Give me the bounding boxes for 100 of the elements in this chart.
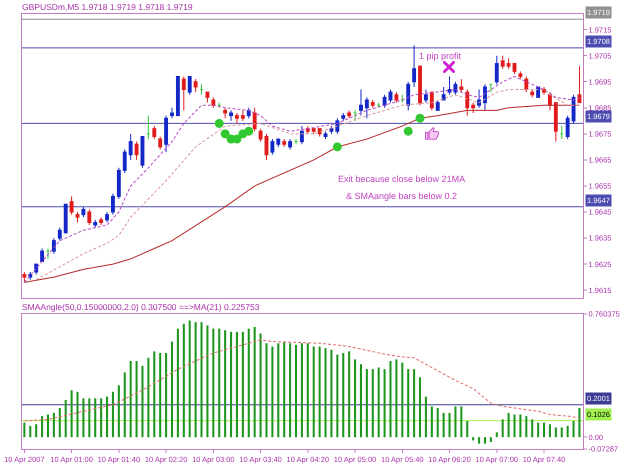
bar [430, 406, 433, 438]
bar [466, 420, 468, 438]
bar [29, 426, 32, 438]
candlestick [566, 115, 570, 140]
candlestick [282, 138, 286, 148]
bar [23, 422, 26, 438]
bar [260, 334, 262, 438]
bar [460, 406, 462, 438]
candlestick [471, 102, 476, 114]
bar [366, 369, 368, 438]
bar [52, 412, 55, 438]
candlestick [258, 128, 263, 142]
point [214, 118, 224, 128]
bar [537, 422, 540, 438]
candlestick [394, 92, 398, 104]
bar [525, 416, 528, 438]
bar [372, 369, 374, 438]
bar [218, 328, 220, 438]
bar [336, 354, 338, 438]
bar [100, 398, 102, 438]
candlestick [465, 89, 470, 116]
candlestick [87, 208, 92, 226]
candlestick [359, 89, 363, 116]
candlestick [530, 89, 534, 98]
bar [424, 396, 427, 438]
candlestick [572, 94, 576, 124]
bar [360, 364, 362, 438]
bar [354, 359, 356, 438]
candlestick [347, 110, 352, 119]
bar [324, 348, 327, 438]
bar [289, 343, 292, 438]
bar [170, 342, 174, 438]
bar [401, 362, 404, 438]
bar [254, 327, 256, 438]
candlestick [188, 76, 192, 96]
bar [508, 412, 510, 438]
candlestick [448, 76, 452, 96]
bar [560, 427, 563, 438]
candlestick [353, 110, 357, 122]
candlestick [134, 141, 139, 160]
line-series [24, 339, 580, 422]
candlestick [442, 86, 446, 100]
bar [35, 424, 38, 438]
candlestick [205, 92, 210, 104]
candlestick [518, 70, 522, 80]
bar [194, 322, 197, 438]
candlestick [152, 126, 156, 140]
candlestick [170, 107, 174, 119]
candlestick [200, 84, 204, 96]
candlestick [52, 238, 56, 254]
bar [330, 350, 332, 438]
bar [407, 369, 410, 438]
bar [418, 377, 422, 438]
bar [46, 414, 50, 438]
bar [312, 346, 315, 438]
candlestick [288, 138, 292, 150]
candlestick [506, 58, 511, 70]
bar [378, 368, 380, 438]
bar [141, 366, 144, 438]
candlestick [164, 115, 168, 153]
bar [88, 398, 90, 438]
annotation: Exit because close below 21MA [338, 174, 466, 184]
chart-title: SMAAngle(50,0.15000000,2.0) 0.307500 ==>MA(21) 0.225753 [22, 302, 260, 312]
bar [182, 324, 185, 438]
candlestick [58, 227, 62, 242]
candlestick [240, 110, 245, 122]
bar [395, 359, 398, 438]
bar [519, 414, 522, 438]
bar [294, 344, 298, 438]
candlestick [270, 138, 274, 156]
candlestick [341, 112, 346, 122]
bar [384, 369, 386, 438]
bar [389, 361, 392, 438]
bar [502, 419, 504, 438]
bar [578, 408, 580, 438]
bar [176, 328, 179, 438]
candlestick [116, 167, 121, 200]
candlestick [146, 115, 150, 140]
bar [496, 432, 498, 438]
candlestick [252, 107, 257, 132]
candlestick [488, 84, 493, 93]
candlestick [182, 76, 186, 111]
candlestick [34, 264, 38, 276]
candlestick [459, 78, 464, 93]
bar [554, 427, 557, 438]
bar [147, 358, 150, 438]
bar [436, 408, 439, 438]
bar [442, 412, 445, 438]
bar [106, 396, 108, 438]
candlestick [364, 96, 369, 119]
candlestick [70, 196, 74, 216]
bar [200, 322, 203, 438]
candlestick [122, 148, 127, 174]
candlestick [376, 102, 381, 108]
candlestick [76, 212, 80, 223]
candlestick [176, 76, 180, 116]
candlestick [388, 89, 392, 104]
bar [265, 343, 268, 438]
candlestick [99, 216, 104, 226]
bar [82, 398, 84, 438]
